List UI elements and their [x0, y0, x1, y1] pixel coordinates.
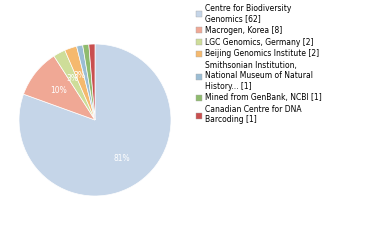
Text: 10%: 10% — [50, 86, 66, 95]
Wedge shape — [24, 56, 95, 120]
Wedge shape — [65, 46, 95, 120]
Legend: Centre for Biodiversity
Genomics [62], Macrogen, Korea [8], LGC Genomics, German: Centre for Biodiversity Genomics [62], M… — [196, 4, 322, 125]
Wedge shape — [19, 44, 171, 196]
Wedge shape — [54, 50, 95, 120]
Text: 3%: 3% — [74, 71, 86, 80]
Text: 81%: 81% — [114, 154, 130, 163]
Wedge shape — [83, 44, 95, 120]
Text: 3%: 3% — [67, 74, 79, 83]
Wedge shape — [89, 44, 95, 120]
Wedge shape — [77, 45, 95, 120]
